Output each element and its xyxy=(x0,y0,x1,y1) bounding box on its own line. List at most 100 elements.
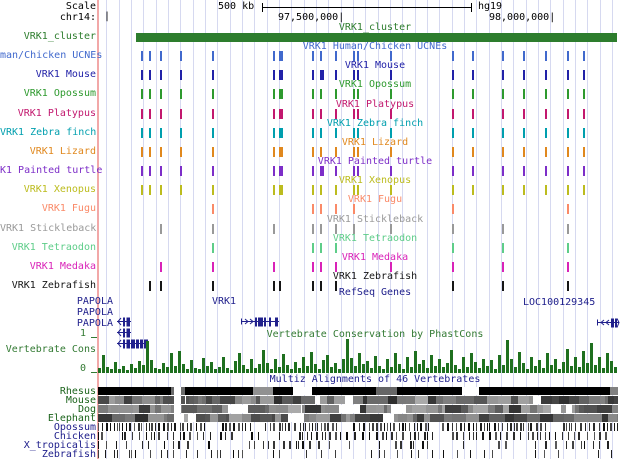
gene-glyph-papola-3[interactable] xyxy=(117,319,149,369)
ucne-tick[interactable] xyxy=(472,127,474,138)
multiz-row-mouse[interactable] xyxy=(98,396,618,404)
ucne-tick[interactable] xyxy=(523,70,525,81)
ucne-tick[interactable] xyxy=(545,89,547,100)
ucne-tick[interactable] xyxy=(279,108,283,119)
ucne-tick[interactable] xyxy=(312,89,314,100)
ucne-tick[interactable] xyxy=(502,166,504,177)
ucne-tick[interactable] xyxy=(141,185,143,196)
ucne-tick[interactable] xyxy=(141,166,143,177)
ucne-tick[interactable] xyxy=(279,281,281,292)
ucne-tick[interactable] xyxy=(357,51,359,61)
ucne-tick[interactable] xyxy=(279,166,283,177)
ucne-tick[interactable] xyxy=(180,108,182,119)
ucne-tick[interactable] xyxy=(523,185,525,196)
ucne-tick[interactable] xyxy=(452,89,454,100)
ucne-tick[interactable] xyxy=(212,127,214,138)
ucne-tick[interactable] xyxy=(141,146,143,157)
ucne-tick[interactable] xyxy=(180,146,182,157)
ucne-tick[interactable] xyxy=(273,51,275,61)
track-label-vrk1-fugu[interactable]: VRK1 Fugu xyxy=(41,203,96,215)
ucne-tick[interactable] xyxy=(545,166,547,177)
ucne-tick[interactable] xyxy=(452,242,454,253)
multiz-label-zebrafish[interactable]: Zebrafish xyxy=(41,449,96,459)
ucne-tick[interactable] xyxy=(320,146,322,157)
ucne-tick[interactable] xyxy=(567,89,569,100)
ucne-tick[interactable] xyxy=(160,166,162,177)
ucne-tick[interactable] xyxy=(472,89,474,100)
ucne-tick[interactable] xyxy=(149,281,151,292)
ucne-tick[interactable] xyxy=(335,70,337,81)
ucne-tick[interactable] xyxy=(583,89,585,100)
ucne-tick[interactable] xyxy=(149,108,151,119)
ucne-tick[interactable] xyxy=(357,185,359,196)
track-label-vrk1-mouse[interactable]: VRK1 Mouse xyxy=(35,69,96,81)
ucne-tick[interactable] xyxy=(502,89,504,100)
ucne-tick[interactable] xyxy=(273,166,275,177)
ucne-tick[interactable] xyxy=(390,261,392,272)
ucne-tick[interactable] xyxy=(502,281,504,292)
ucne-tick[interactable] xyxy=(545,185,547,196)
ucne-tick[interactable] xyxy=(320,108,322,119)
ucne-tick[interactable] xyxy=(335,185,337,196)
ucne-tick[interactable] xyxy=(545,127,547,138)
multiz-label-x_tropicalis[interactable]: X_tropicalis xyxy=(23,440,96,451)
ucne-tick[interactable] xyxy=(583,185,585,196)
ucne-tick[interactable] xyxy=(567,127,569,138)
ucne-tick[interactable] xyxy=(149,166,151,177)
ucne-tick[interactable] xyxy=(523,89,525,100)
ucne-tick[interactable] xyxy=(335,146,337,157)
ucne-tick[interactable] xyxy=(472,185,474,196)
ucne-tick[interactable] xyxy=(452,281,454,292)
ucne-tick[interactable] xyxy=(312,261,314,272)
ucne-tick[interactable] xyxy=(452,166,454,177)
ucne-tick[interactable] xyxy=(502,242,504,253)
ucne-tick[interactable] xyxy=(149,70,151,81)
ucne-tick[interactable] xyxy=(141,70,143,81)
ucne-tick[interactable] xyxy=(180,51,182,61)
ucne-tick[interactable] xyxy=(160,51,162,61)
ucne-tick[interactable] xyxy=(160,127,162,138)
multiz-row-elephant[interactable] xyxy=(98,414,618,422)
track-label-vrk1-opossum[interactable]: VRK1 Opossum xyxy=(23,88,96,100)
ucne-tick[interactable] xyxy=(160,281,162,292)
ucne-tick[interactable] xyxy=(273,185,275,196)
track-label-vrk1-tetraodon[interactable]: VRK1 Tetraodon xyxy=(11,241,96,253)
ucne-tick[interactable] xyxy=(502,146,504,157)
ucne-tick[interactable] xyxy=(472,166,474,177)
ucne-tick[interactable] xyxy=(452,223,454,234)
ucne-tick[interactable] xyxy=(390,70,392,81)
track-label-vrk1-xenopus[interactable]: VRK1 Xenopus xyxy=(23,184,96,196)
multiz-label-opossum[interactable]: Opossum xyxy=(53,422,96,433)
ucne-tick[interactable] xyxy=(141,51,143,61)
ucne-tick[interactable] xyxy=(452,70,454,81)
ucne-tick[interactable] xyxy=(160,261,162,272)
ucne-tick[interactable] xyxy=(452,204,454,215)
ucne-tick[interactable] xyxy=(502,108,504,119)
ucne-tick[interactable] xyxy=(357,108,359,119)
ucne-tick[interactable] xyxy=(583,70,585,81)
multiz-label-rhesus[interactable]: Rhesus xyxy=(59,386,96,397)
track-label-vrk1-platypus[interactable]: VRK1 Platypus xyxy=(17,107,96,119)
ucne-tick[interactable] xyxy=(472,51,474,61)
ucne-tick[interactable] xyxy=(523,146,525,157)
ucne-tick[interactable] xyxy=(273,89,275,100)
ucne-tick[interactable] xyxy=(180,127,182,138)
ucne-tick[interactable] xyxy=(567,242,569,253)
ucne-tick[interactable] xyxy=(502,127,504,138)
ucne-tick[interactable] xyxy=(353,89,355,100)
ucne-tick[interactable] xyxy=(452,51,454,61)
ucne-tick[interactable] xyxy=(567,51,569,61)
ucne-tick[interactable] xyxy=(160,146,162,157)
ucne-tick[interactable] xyxy=(567,166,569,177)
ucne-tick[interactable] xyxy=(160,89,162,100)
ucne-tick[interactable] xyxy=(212,70,214,81)
ucne-tick[interactable] xyxy=(335,51,337,61)
multiz-row-chicken[interactable] xyxy=(98,432,618,440)
ucne-tick[interactable] xyxy=(583,51,585,61)
gene-label-papola-1[interactable]: PAPOLA xyxy=(76,296,113,307)
ucne-tick[interactable] xyxy=(312,223,314,234)
ucne-tick[interactable] xyxy=(335,127,337,138)
ucne-tick[interactable] xyxy=(567,146,569,157)
ucne-tick[interactable] xyxy=(523,166,525,177)
ucne-tick[interactable] xyxy=(583,108,585,119)
